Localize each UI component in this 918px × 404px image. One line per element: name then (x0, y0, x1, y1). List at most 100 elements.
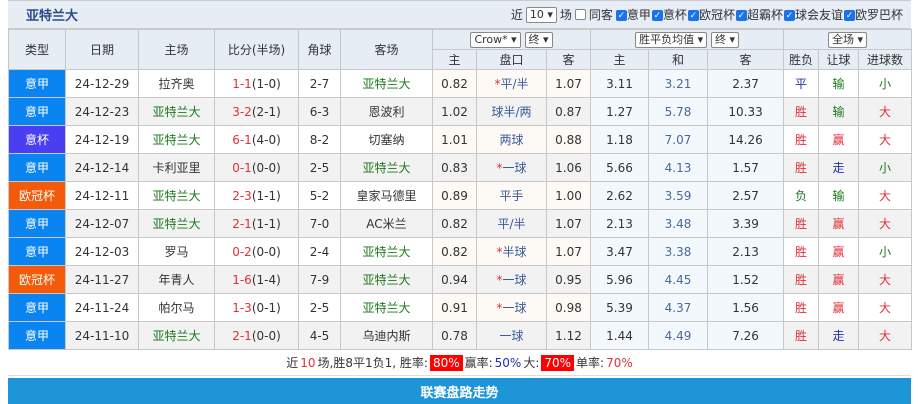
result-goals: 大 (858, 321, 913, 350)
match-type[interactable]: 意甲 (8, 321, 66, 350)
match-type[interactable]: 欧冠杯 (8, 181, 66, 210)
home-team[interactable]: 帕尔马 (138, 293, 215, 322)
eu-away-odds: 2.37 (707, 69, 785, 98)
eu-stage-select[interactable]: 终 ▾ (710, 31, 739, 48)
away-team[interactable]: AC米兰 (340, 209, 433, 238)
score[interactable]: 1-3(0-1) (214, 293, 299, 322)
eu-draw-odds: 4.49 (648, 321, 709, 350)
recent-matches-panel: 亚特兰大 近 10 ▾ 场 同客 ✓ 意甲 ✓ 意杯 ✓ 欧冠杯 ✓ 超霸杯 ✓ 球会友谊 ✓ 欧罗巴… (8, 0, 913, 404)
score[interactable]: 2-1(1-1) (214, 209, 299, 238)
match-type[interactable]: 意甲 (8, 97, 66, 126)
away-team[interactable]: 亚特兰大 (340, 69, 433, 98)
away-team[interactable]: 亚特兰大 (340, 265, 433, 294)
league-checkbox[interactable]: ✓ (843, 10, 855, 21)
result-goals: 大 (858, 125, 913, 154)
home-team[interactable]: 拉齐奥 (138, 69, 215, 98)
away-team[interactable]: 亚特兰大 (340, 237, 433, 266)
home-team[interactable]: 罗马 (138, 237, 215, 266)
result-hc: 走 (818, 321, 860, 350)
home-team[interactable]: 年青人 (138, 265, 215, 294)
ah-away-odds: 0.88 (545, 125, 592, 154)
eu-type-select[interactable]: 胜平负均值 ▾ (635, 31, 708, 48)
league-filter[interactable]: ✓ 意甲 (615, 8, 651, 22)
score[interactable]: 2-3(1-1) (214, 181, 299, 210)
away-team[interactable]: 皇家马德里 (340, 181, 433, 210)
result-wl: 胜 (783, 237, 820, 266)
ah-line: *一球 (476, 265, 547, 294)
ah-home-odds: 0.78 (432, 321, 477, 350)
ah-stage-select[interactable]: 终 ▾ (524, 31, 553, 48)
corners: 7-0 (298, 209, 341, 238)
match-type[interactable]: 意杯 (8, 125, 66, 154)
away-team[interactable]: 切塞纳 (340, 125, 433, 154)
league-checkbox[interactable]: ✓ (651, 10, 663, 21)
home-team[interactable]: 卡利亚里 (138, 153, 215, 182)
eu-draw-odds: 3.21 (648, 69, 709, 98)
ah-line: 平手 (476, 181, 547, 210)
ah-away-odds: 0.95 (545, 265, 592, 294)
result-goals: 大 (858, 293, 913, 322)
match-type[interactable]: 意甲 (8, 153, 66, 182)
ah-line: *半球 (476, 237, 547, 266)
match-date: 24-12-11 (65, 181, 139, 210)
league-filter[interactable]: ✓ 球会友谊 (783, 8, 843, 22)
match-type[interactable]: 意甲 (8, 293, 66, 322)
away-team[interactable]: 恩波利 (340, 97, 433, 126)
result-wl: 负 (783, 181, 820, 210)
league-checkbox[interactable]: ✓ (783, 10, 795, 21)
score[interactable]: 2-1(0-0) (214, 321, 299, 350)
col-eu-home: 主 (590, 49, 650, 70)
score[interactable]: 3-2(2-1) (214, 97, 299, 126)
home-team[interactable]: 亚特兰大 (138, 321, 215, 350)
home-team[interactable]: 亚特兰大 (138, 181, 215, 210)
league-checkbox[interactable]: ✓ (735, 10, 747, 21)
match-type[interactable]: 欧冠杯 (8, 265, 66, 294)
league-filter[interactable]: ✓ 欧罗巴杯 (843, 8, 903, 22)
eu-draw-odds: 3.59 (648, 181, 709, 210)
ah-line: *一球 (476, 153, 547, 182)
match-type[interactable]: 意甲 (8, 209, 66, 238)
eu-selects: 胜平负均值 ▾ 终 ▾ (590, 29, 785, 50)
eu-away-odds: 7.26 (707, 321, 785, 350)
match-type[interactable]: 意甲 (8, 237, 66, 266)
table-row: 意甲 24-12-03 罗马 0-2(0-0) 2-4 亚特兰大 0.82 *半… (8, 237, 913, 266)
ah-line: *平/半 (476, 69, 547, 98)
league-filter[interactable]: ✓ 超霸杯 (735, 8, 783, 22)
eu-home-odds: 1.18 (590, 125, 650, 154)
recent-count-select[interactable]: 10 ▾ (525, 6, 557, 23)
away-team[interactable]: 乌迪内斯 (340, 321, 433, 350)
score[interactable]: 1-6(1-4) (214, 265, 299, 294)
result-wl: 胜 (783, 153, 820, 182)
away-team[interactable]: 亚特兰大 (340, 293, 433, 322)
result-hc: 输 (818, 97, 860, 126)
league-filter[interactable]: ✓ 欧冠杯 (687, 8, 735, 22)
match-type[interactable]: 意甲 (8, 69, 66, 98)
league-trend-button[interactable]: 联赛盘路走势 (8, 378, 911, 404)
eu-draw-odds: 4.45 (648, 265, 709, 294)
col-hc: 让球 (818, 49, 860, 70)
match-date: 24-12-03 (65, 237, 139, 266)
col-date: 日期 (65, 29, 139, 70)
league-checkbox[interactable]: ✓ (615, 10, 627, 21)
home-team[interactable]: 亚特兰大 (138, 125, 215, 154)
games-label: 场 (559, 8, 572, 22)
company-select[interactable]: Crow* ▾ (470, 31, 521, 48)
summary: 近 10 场,胜8平1负1, 胜率: 80% 赢率: 50% 大: 70% 单率: 70% (8, 350, 911, 376)
away-team[interactable]: 亚特兰大 (340, 153, 433, 182)
league-checkbox[interactable]: ✓ (687, 10, 699, 21)
ah-away-odds: 1.07 (545, 209, 592, 238)
home-team[interactable]: 亚特兰大 (138, 97, 215, 126)
recent-label: 近 (510, 8, 523, 22)
eu-home-odds: 5.66 (590, 153, 650, 182)
home-team[interactable]: 亚特兰大 (138, 209, 215, 238)
league-filter[interactable]: ✓ 意杯 (651, 8, 687, 22)
score[interactable]: 6-1(4-0) (214, 125, 299, 154)
col-eu-draw: 和 (648, 49, 709, 70)
period-select[interactable]: 全场 ▾ (828, 31, 868, 48)
score[interactable]: 1-1(1-0) (214, 69, 299, 98)
same-guest-checkbox[interactable] (574, 9, 586, 20)
match-date: 24-12-14 (65, 153, 139, 182)
score[interactable]: 0-1(0-0) (214, 153, 299, 182)
result-goals: 小 (858, 237, 913, 266)
score[interactable]: 0-2(0-0) (214, 237, 299, 266)
